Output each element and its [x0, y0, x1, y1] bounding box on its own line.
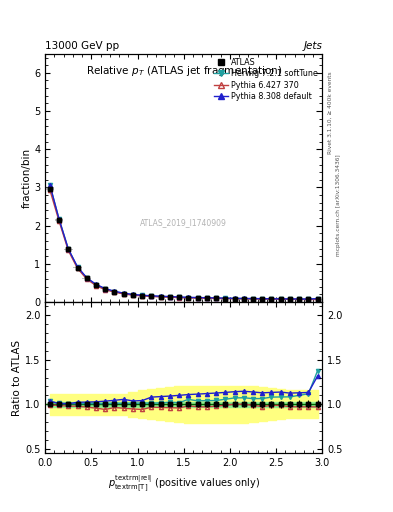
Text: mcplots.cern.ch [arXiv:1306.3436]: mcplots.cern.ch [arXiv:1306.3436] [336, 154, 341, 255]
Text: Rivet 3.1.10, ≥ 400k events: Rivet 3.1.10, ≥ 400k events [328, 71, 333, 154]
Bar [83, 278, 91, 279]
Bar [64, 248, 73, 250]
Bar [73, 267, 82, 268]
Text: ATLAS_2019_I1740909: ATLAS_2019_I1740909 [140, 218, 227, 227]
Legend: ATLAS, Herwig 7.2.1 softTune, Pythia 6.427 370, Pythia 8.308 default: ATLAS, Herwig 7.2.1 softTune, Pythia 6.4… [214, 58, 318, 101]
Y-axis label: fraction/bin: fraction/bin [21, 148, 31, 208]
Y-axis label: Ratio to ATLAS: Ratio to ATLAS [12, 339, 22, 416]
Bar [55, 219, 63, 221]
X-axis label: $p_{\mathrm{textrm[T]}}^{\mathrm{textrm|rel|}}$ (positive values only): $p_{\mathrm{textrm[T]}}^{\mathrm{textrm|… [108, 474, 260, 494]
Text: 13000 GeV pp: 13000 GeV pp [45, 41, 119, 51]
Bar [46, 187, 54, 190]
Text: Relative $p_T$ (ATLAS jet fragmentation): Relative $p_T$ (ATLAS jet fragmentation) [86, 63, 282, 78]
Text: Jets: Jets [303, 41, 322, 51]
